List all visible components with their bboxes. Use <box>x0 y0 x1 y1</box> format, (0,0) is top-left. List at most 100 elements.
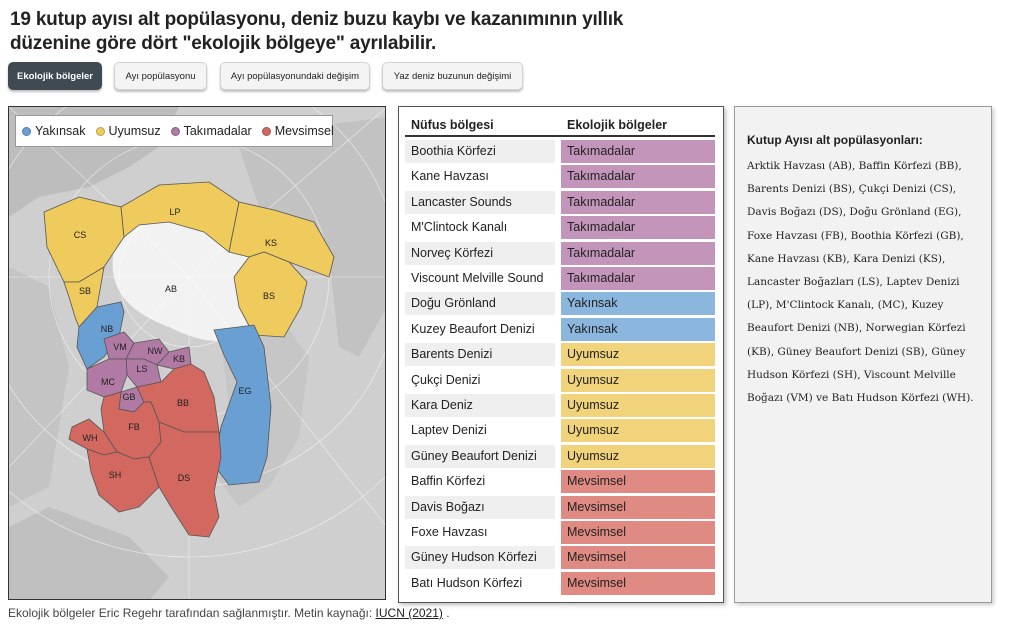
cell-eco: Takımadalar <box>561 140 715 163</box>
cell-eco: Yakınsak <box>561 317 715 341</box>
label-sh: SH <box>109 470 122 480</box>
cell-region: Batı Hudson Körfezi <box>411 575 523 590</box>
cell-eco: Mevsimsel <box>561 546 715 570</box>
legend-item-yakinsak: Yakınsak <box>22 124 86 138</box>
table-row: Boothia Körfezi Takımadalar <box>405 140 715 163</box>
region-eg <box>213 324 272 486</box>
tab-ayi-populasyonu[interactable]: Ayı popülasyonu <box>114 62 207 90</box>
legend-dot-takimadalar <box>170 126 180 136</box>
table-row: Çukçi Denizi Uyumsuz <box>405 368 715 392</box>
page-title: 19 kutup ayısı alt popülasyonu, deniz bu… <box>10 9 624 54</box>
legend-dot-uyumsuz <box>95 126 105 136</box>
header-region: Nüfus bölgesi <box>411 118 494 132</box>
legend-dot-mevsimsel <box>261 126 271 136</box>
cell-region: M'Clintock Kanalı <box>411 220 508 235</box>
table-row: Batı Hudson Körfezi Mevsimsel <box>405 571 715 595</box>
cell-region: Laptev Denizi <box>411 423 487 438</box>
footer-end: . <box>446 606 450 620</box>
legend-item-takimadalar: Takımadalar <box>170 124 252 138</box>
footer-source: Ekolojik bölgeler Eric Regehr tarafından… <box>8 606 450 620</box>
label-nb: NB <box>101 324 114 334</box>
cell-eco: Mevsimsel <box>561 571 715 595</box>
cell-region: Foxe Havzası <box>411 525 488 539</box>
region-ks <box>228 201 335 278</box>
cell-eco: Mevsimsel <box>561 470 715 494</box>
region-mc <box>86 358 128 398</box>
header-eco: Ekolojik bölgeler <box>567 118 668 132</box>
label-ds: DS <box>178 473 191 483</box>
cell-eco: Takımadalar <box>561 241 715 265</box>
tab-ayi-populasyon-degisim[interactable]: Ayı popülasyonundaki değişim <box>220 62 370 90</box>
tab-ekolojik-bolgeler[interactable]: Ekolojik bölgeler <box>8 62 102 90</box>
table-row: M'Clintock Kanalı Takımadalar <box>405 216 715 240</box>
cell-region: Doğu Grönland <box>405 292 555 316</box>
cell-region: Norveç Körfezi <box>405 241 555 265</box>
label-nw: NW <box>148 346 163 356</box>
cell-eco: Uyumsuz <box>561 444 715 468</box>
legend-item-uyumsuz: Uyumsuz <box>95 124 161 138</box>
legend-label: Yakınsak <box>35 124 86 138</box>
table-row: Baffin Körfezi Mevsimsel <box>405 470 715 494</box>
label-wh: WH <box>83 433 98 443</box>
table-row: Norveç Körfezi Takımadalar <box>405 241 715 265</box>
table-row: Kara Deniz Uyumsuz <box>405 394 715 417</box>
table-row: Barents Denizi Uyumsuz <box>405 343 715 367</box>
table-row: Laptev Denizi Uyumsuz <box>405 419 715 443</box>
label-ks: KS <box>265 238 277 248</box>
table-row: Güney Hudson Körfezi Mevsimsel <box>405 546 715 570</box>
footer-text: Ekolojik bölgeler Eric Regehr tarafından… <box>8 606 373 620</box>
legend-label: Mevsimsel <box>274 124 334 138</box>
cell-region: Barents Denizi <box>405 343 555 367</box>
map-legend: Yakınsak Uyumsuz Takımadalar Mevsimsel <box>15 115 334 147</box>
cell-eco: Uyumsuz <box>561 368 715 392</box>
legend-label: Takımadalar <box>183 124 252 138</box>
cell-eco: Uyumsuz <box>561 394 715 417</box>
cell-region: Lancaster Sounds <box>405 190 555 214</box>
table-row: Lancaster Sounds Takımadalar <box>405 190 715 214</box>
source-link[interactable]: IUCN (2021) <box>375 606 443 620</box>
arctic-map: CS LP KS SB AB BS NB VM NW KB LS MC GB B… <box>9 107 385 599</box>
table-row: Viscount Melville Sound Takımadalar <box>405 267 715 290</box>
map-panel: CS LP KS SB AB BS NB VM NW KB LS MC GB B… <box>8 106 386 600</box>
label-bb: BB <box>177 398 189 408</box>
table-row: Güney Beaufort Denizi Uyumsuz <box>405 444 715 468</box>
label-eg: EG <box>238 386 251 396</box>
tab-yaz-deniz-buzu[interactable]: Yaz deniz buzunun değişimi <box>382 62 523 90</box>
cell-region: Kuzey Beaufort Denizi <box>411 321 535 336</box>
label-ls: LS <box>136 364 147 374</box>
label-bs: BS <box>263 291 275 301</box>
table-row: Davis Boğazı Mevsimsel <box>405 495 715 519</box>
cell-eco: Yakınsak <box>561 292 715 316</box>
label-vm: VM <box>113 342 127 352</box>
table-row: Kuzey Beaufort Denizi Yakınsak <box>405 317 715 341</box>
label-fb: FB <box>128 422 140 432</box>
cell-region: Çukçi Denizi <box>411 372 481 387</box>
legend-label: Uyumsuz <box>108 124 161 138</box>
cell-region: Boothia Körfezi <box>405 140 555 163</box>
cell-eco: Takımadalar <box>561 190 715 214</box>
table-row: Doğu Grönland Yakınsak <box>405 292 715 316</box>
cell-region: Güney Beaufort Denizi <box>405 444 555 468</box>
cell-region: Davis Boğazı <box>405 495 555 519</box>
label-ab: AB <box>165 284 177 294</box>
cell-eco: Takımadalar <box>561 216 715 240</box>
legend-item-mevsimsel: Mevsimsel <box>261 124 334 138</box>
cell-eco: Mevsimsel <box>561 495 715 519</box>
cell-region: Kara Deniz <box>405 394 555 417</box>
region-table: Nüfus bölgesi Ekolojik bölgeler Boothia … <box>398 106 724 603</box>
cell-region: Viscount Melville Sound <box>411 271 544 285</box>
region-bs <box>233 251 308 338</box>
cell-eco: Takımadalar <box>561 267 715 290</box>
cell-eco: Mevsimsel <box>561 521 715 544</box>
cell-region: Güney Hudson Körfezi <box>405 546 555 570</box>
table-row: Foxe Havzası Mevsimsel <box>405 521 715 544</box>
label-gb: GB <box>122 392 135 402</box>
subpopulation-note: Kutup Ayısı alt popülasyonları: Arktik H… <box>734 106 992 603</box>
label-cs: CS <box>74 230 87 240</box>
region-ds <box>148 421 222 538</box>
cell-eco: Uyumsuz <box>561 343 715 367</box>
cell-eco: Uyumsuz <box>561 419 715 443</box>
table-row: Kane Havzası Takımadalar <box>405 165 715 189</box>
label-mc: MC <box>101 377 115 387</box>
cell-region: Kane Havzası <box>411 169 489 184</box>
